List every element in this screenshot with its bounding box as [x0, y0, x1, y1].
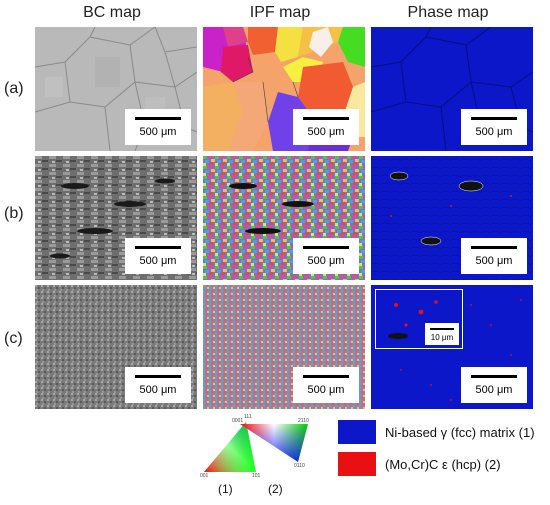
scale-bar: 500 μm [125, 238, 191, 274]
column-title-phase: Phase map [407, 4, 489, 21]
scale-bar: 500 μm [125, 367, 191, 403]
row-label-b: (b) [4, 205, 24, 222]
phase-map-c: 10 μm 500 μm [371, 285, 533, 409]
column-title-bc: BC map [83, 4, 141, 21]
tri1-corner-left: 001 [200, 473, 209, 479]
scale-label: 500 μm [475, 384, 513, 396]
scale-bar: 500 μm [293, 238, 359, 274]
ipf-map-b: 500 μm [203, 156, 365, 280]
scale-label: 500 μm [139, 126, 177, 138]
scale-label: 500 μm [475, 255, 513, 267]
scale-label: 500 μm [307, 255, 345, 267]
tri2-corner-left: 0001 [232, 418, 244, 424]
tri1-corner-right: 101 [252, 473, 261, 479]
scale-bar: 500 μm [125, 109, 191, 145]
legend-swatch-matrix [338, 420, 376, 444]
inset-scale-label: 10 μm [430, 333, 454, 342]
row-label-a: (a) [4, 80, 24, 97]
tri2-corner-bottom: 0110 [294, 463, 305, 469]
tri2-corner-right: 2110 [298, 418, 309, 424]
scale-bar: 500 μm [461, 367, 527, 403]
scale-bar: 500 μm [461, 238, 527, 274]
scale-label: 500 μm [139, 384, 177, 396]
ipf-map-c: 500 μm [203, 285, 365, 409]
scale-label: 500 μm [475, 126, 513, 138]
bc-map-c: 500 μm [35, 285, 197, 409]
scale-label: 500 μm [307, 126, 345, 138]
inset-scale-bar: 10 μm [425, 323, 459, 345]
scale-label: 500 μm [307, 384, 345, 396]
zoom-inset: 10 μm [375, 289, 463, 349]
legend-label-matrix: Ni-based γ (fcc) matrix (1) [385, 425, 535, 440]
scale-bar: 500 μm [293, 367, 359, 403]
scale-bar: 500 μm [293, 109, 359, 145]
scale-bar: 500 μm [461, 109, 527, 145]
scale-label: 500 μm [139, 255, 177, 267]
phase-map-a: 500 μm [371, 27, 533, 151]
row-label-c: (c) [4, 330, 23, 347]
tri1-corner-top: 111 [244, 414, 252, 420]
tri1-caption: (1) [218, 482, 233, 496]
bc-map-a: 500 μm [35, 27, 197, 151]
ipf-map-a: 500 μm [203, 27, 365, 151]
phase-map-b: 500 μm [371, 156, 533, 280]
cubic-ipf-triangle: 111 001 101 [200, 414, 261, 479]
tri2-caption: (2) [268, 482, 283, 496]
legend-label-carbide: (Mo,Cr)C ε (hcp) (2) [385, 457, 501, 472]
bc-map-b: 500 μm [35, 156, 197, 280]
legend-swatch-carbide [338, 452, 376, 476]
column-title-ipf: IPF map [249, 4, 311, 21]
hex-ipf-triangle: 0001 2110 0110 [232, 418, 312, 469]
